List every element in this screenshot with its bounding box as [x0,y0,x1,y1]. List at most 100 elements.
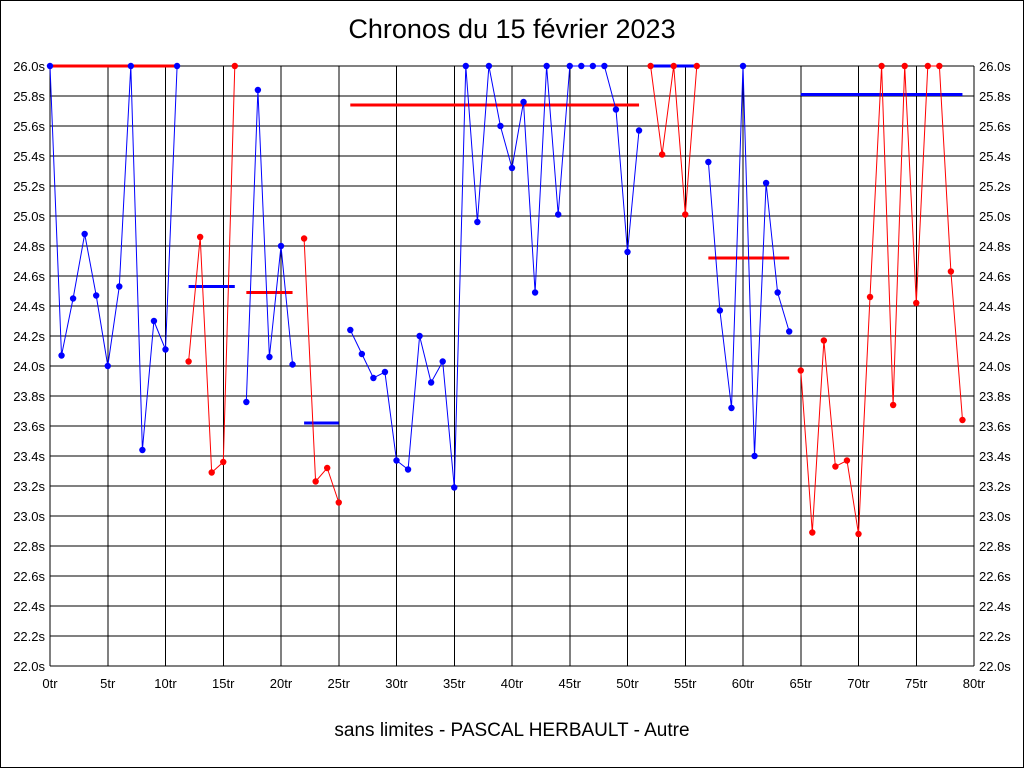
series-line [303,238,340,503]
y-tick-label-left: 24.0s [13,359,45,374]
y-tick-label-left: 26.0s [13,59,45,74]
data-point [69,295,77,302]
x-tick-label: 5tr [100,676,116,691]
y-tick-label-right: 24.2s [979,329,1011,344]
data-point [324,464,331,472]
y-tick-label-right: 22.6s [979,569,1011,584]
y-tick-label-left: 24.6s [13,269,45,284]
y-tick-label-left: 24.2s [13,329,45,344]
data-point [300,235,308,242]
y-tick-label-left: 25.0s [13,209,45,224]
y-tick-label-right: 22.8s [979,539,1011,554]
data-point [393,457,400,464]
data-point [635,127,643,134]
data-point [335,499,342,506]
data-point [381,368,389,376]
y-tick-label-left: 22.2s [13,629,45,644]
data-point [693,62,700,70]
y-tick-label-left: 22.6s [13,569,45,584]
data-point [913,299,920,307]
y-tick-label-right: 23.4s [979,449,1011,464]
series-line [188,65,236,474]
x-tick-label: 30tr [385,676,408,691]
y-tick-label-right: 25.4s [979,149,1011,164]
y-tick-label-left: 22.0s [13,659,45,674]
data-point [208,469,215,476]
data-point [947,268,955,275]
data-point [127,62,135,70]
data-point [173,62,181,70]
x-tick-label: 80tr [963,676,986,691]
y-tick-label-left: 25.8s [13,89,45,104]
data-point [58,352,65,359]
x-tick-label: 10tr [154,676,177,691]
data-point [705,158,712,166]
x-tick-label: 40tr [501,676,524,691]
data-point [474,218,481,226]
data-point [497,122,504,130]
x-tick-label: 15tr [212,676,235,691]
data-point [889,401,897,409]
data-point [116,283,123,290]
y-tick-label-left: 23.8s [13,389,45,404]
data-point [358,350,366,358]
data-point [93,292,100,299]
data-point [774,289,781,296]
data-point [312,478,319,485]
data-point [682,211,689,218]
data-point [924,62,931,70]
x-tick-label: 25tr [328,676,351,691]
data-point [508,164,516,172]
data-point [843,457,851,464]
data-point [589,62,597,70]
y-tick-label-left: 23.0s [13,509,45,524]
data-point [878,62,885,70]
series-line [650,65,698,215]
data-point [404,466,412,473]
y-tick-label-right: 22.4s [979,599,1011,614]
y-tick-label-right: 25.2s [979,179,1011,194]
data-point [716,307,724,314]
x-tick-label: 35tr [443,676,466,691]
x-tick-label: 60tr [732,676,755,691]
data-point [254,86,262,94]
series-line [800,65,963,535]
data-point [866,293,874,301]
y-tick-label-right: 23.8s [979,389,1011,404]
data-point [797,367,804,374]
data-point [578,62,585,70]
y-tick-label-left: 25.6s [13,119,45,134]
data-point [820,337,828,344]
series-line [707,65,790,457]
y-tick-label-right: 24.4s [979,299,1011,314]
data-point [46,62,54,70]
y-tick-label-left: 24.4s [13,299,45,314]
y-tick-label-right: 25.0s [979,209,1011,224]
y-tick-label-right: 26.0s [979,59,1011,74]
data-point [959,416,966,424]
data-point [612,106,620,113]
data-point [427,379,435,386]
data-point [566,62,573,70]
data-point [220,458,227,466]
y-tick-label-left: 24.8s [13,239,45,254]
x-tick-label: 75tr [905,676,928,691]
y-tick-label-right: 22.2s [979,629,1011,644]
data-point [196,233,204,241]
data-point [162,346,169,353]
data-point [751,452,758,460]
y-tick-label-right: 24.6s [979,269,1011,284]
y-tick-label-right: 25.6s [979,119,1011,134]
data-point [762,179,770,187]
chart-title: Chronos du 15 février 2023 [348,14,676,44]
chart-subtitle: sans limites - PASCAL HERBAULT - Autre [334,720,690,741]
data-point [936,62,943,70]
data-point [601,62,608,70]
data-point [243,398,250,406]
y-tick-label-right: 24.8s [979,239,1011,254]
y-tick-label-left: 23.4s [13,449,45,464]
data-point [555,211,562,218]
data-point [520,98,527,106]
x-tick-label: 45tr [559,676,582,691]
